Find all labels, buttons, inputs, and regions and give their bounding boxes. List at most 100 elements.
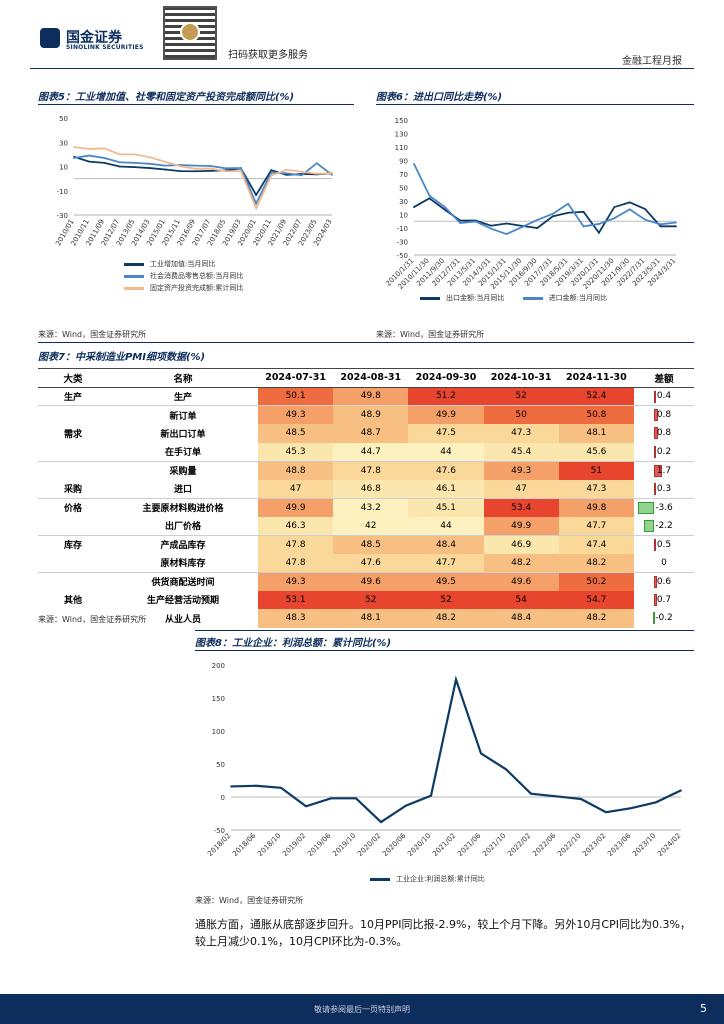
data-point [255, 202, 258, 205]
data-point [285, 173, 288, 176]
x-tick-label: 2024/02 [656, 832, 682, 858]
data-point [315, 162, 318, 165]
data-point [240, 170, 242, 172]
pmi-diff-cell: 0 [661, 557, 667, 568]
pmi-diff-bar [644, 519, 654, 532]
fig6-legend: 出口金额:当月同比 进口金额:当月同比 [420, 293, 607, 303]
data-point [164, 164, 166, 167]
pmi-value-cell: 49.9 [258, 497, 334, 517]
pmi-header-cell: 2024-09-30 [408, 368, 484, 388]
y-tick-label: 0 [221, 794, 225, 802]
data-point [505, 233, 508, 235]
x-tick-label: 2022/10 [556, 832, 582, 858]
pmi-value-cell: 47.3 [558, 479, 634, 498]
x-tick-label: 2018/06 [231, 831, 258, 858]
fig8-rule-top [195, 630, 694, 631]
pmi-category [38, 460, 108, 480]
data-point [567, 202, 570, 205]
pmi-value-cell: 47.6 [333, 553, 409, 572]
pmi-diff-bar [638, 501, 654, 514]
pmi-category [38, 405, 108, 424]
pmi-value-cell: 48.2 [558, 609, 634, 628]
data-point [224, 170, 227, 173]
pmi-value-cell: 49.3 [258, 571, 334, 591]
y-tick-label: 200 [212, 662, 225, 670]
pmi-category: 价格 [38, 497, 108, 517]
x-tick-label: 2023/10 [631, 832, 657, 858]
pmi-value-cell: 53.1 [258, 590, 334, 609]
pmi-value-cell: 49.9 [408, 405, 484, 424]
pmi-diff-bar [654, 427, 658, 439]
pmi-item-name: 产成品库存 [108, 534, 258, 554]
data-point [659, 225, 662, 228]
data-point [443, 208, 446, 211]
series-line [73, 155, 333, 197]
data-point [605, 811, 607, 814]
data-point [103, 147, 106, 150]
pmi-header-cell: 2024-08-31 [333, 368, 409, 388]
data-point [305, 805, 307, 808]
x-tick-label: 2019/06 [306, 831, 333, 858]
data-point [655, 801, 657, 804]
data-point [551, 215, 554, 218]
pmi-item-name: 供货商配送时间 [108, 571, 258, 591]
data-point [194, 167, 197, 170]
fig5-title: 图表5：工业增加值、社零和固定资产投资完成额同比(%) [38, 92, 295, 103]
pmi-row: 库存 产成品库存 47.8 48.5 48.4 46.9 47.4 0.5 [38, 534, 694, 554]
data-point [331, 173, 333, 176]
pmi-value-cell: 47.7 [408, 553, 484, 572]
pmi-category: 其他 [63, 596, 82, 607]
pmi-value-cell: 48.2 [558, 553, 634, 572]
page-number: 5 [700, 1002, 707, 1015]
pmi-category [38, 443, 108, 462]
y-tick-label: 10 [399, 212, 408, 220]
data-point [255, 194, 258, 196]
data-point [355, 797, 357, 800]
pmi-diff-cell: 0.5 [634, 534, 694, 554]
data-point [148, 162, 151, 165]
pmi-value-cell: 47.8 [258, 534, 334, 554]
data-point [255, 207, 258, 210]
data-point [255, 784, 257, 787]
data-point [405, 804, 407, 807]
pmi-value-cell: 47.6 [408, 460, 484, 480]
pmi-header-cell: 名称 [108, 368, 258, 388]
pmi-category: 库存 [38, 534, 108, 554]
y-tick-label: 10 [59, 164, 68, 172]
data-point [530, 792, 532, 795]
pmi-item-name: 采购量 [108, 460, 258, 480]
pmi-value-cell: 52 [483, 386, 559, 406]
data-point [675, 221, 677, 224]
pmi-value-cell: 42 [333, 516, 409, 535]
x-tick-label: 2023/06 [606, 831, 633, 858]
pmi-value-cell: 52.4 [558, 386, 634, 406]
pmi-category: 生产 [38, 386, 108, 406]
y-tick-label: -10 [397, 225, 408, 233]
pmi-value-cell: 49.8 [558, 497, 634, 517]
y-tick-label: 90 [399, 158, 408, 166]
pmi-row: 生产 生产 50.1 49.8 51.2 52 52.4 0.4 [38, 386, 694, 406]
pmi-value-cell: 48.5 [258, 424, 334, 443]
data-point [536, 219, 539, 221]
y-tick-label: -30 [57, 212, 68, 220]
pmi-value-cell: 53.4 [483, 497, 559, 517]
data-point [280, 786, 282, 789]
data-point [582, 225, 585, 228]
pmi-value-cell: 52 [333, 590, 409, 609]
pmi-diff-cell: 0.7 [634, 591, 694, 610]
series-line [413, 163, 677, 236]
pmi-value-cell: 48.4 [408, 534, 484, 554]
data-point [413, 162, 415, 165]
pmi-value-cell: 47.8 [258, 553, 334, 572]
pmi-diff-cell: 0.2 [634, 443, 694, 462]
data-point [536, 227, 539, 229]
y-tick-label: 50 [216, 761, 225, 769]
logo-en: SINOLINK SECURITIES [66, 44, 144, 51]
series-line [230, 675, 682, 824]
pmi-diff-bar [654, 409, 658, 421]
data-point [300, 170, 303, 173]
data-point [455, 678, 457, 681]
qr-avatar-icon [180, 22, 200, 42]
data-point [285, 172, 288, 175]
pmi-category [38, 554, 108, 573]
